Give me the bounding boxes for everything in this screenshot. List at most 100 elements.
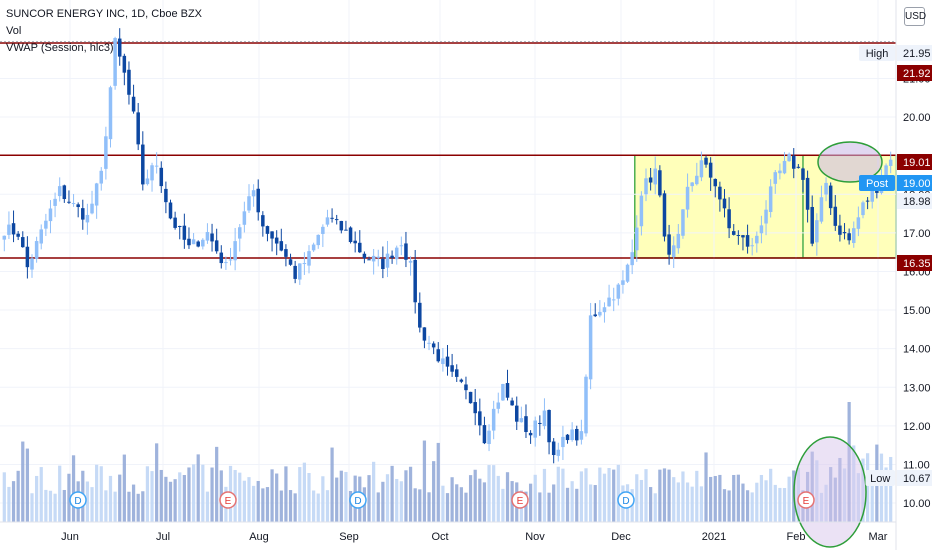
volume-bar (404, 470, 408, 522)
volume-bar (865, 453, 870, 522)
price-tag-value: 21.92 (903, 68, 931, 80)
volume-bar (501, 488, 505, 522)
y-tick-label: 17.00 (903, 228, 931, 240)
candle (233, 241, 237, 261)
volume-bar (695, 470, 699, 522)
volume-bar (879, 453, 884, 522)
volume-bar (644, 469, 648, 522)
price-tag (897, 470, 932, 486)
volume-bar (44, 489, 48, 522)
volume-bar (658, 469, 662, 522)
candle (487, 430, 491, 444)
candle (251, 190, 256, 197)
volume-bar (251, 485, 256, 522)
candle (408, 260, 413, 263)
candle (727, 209, 731, 229)
volume-bar (736, 474, 740, 522)
volume-bar (616, 464, 620, 522)
event-letter: D (354, 496, 361, 507)
candle (755, 235, 759, 244)
volume-bar (441, 485, 445, 522)
candle (445, 356, 450, 367)
volume-bar (672, 477, 676, 522)
candle (593, 314, 597, 317)
volume-bar (468, 475, 473, 522)
candle (145, 178, 150, 185)
candle (214, 240, 219, 252)
candle (611, 299, 616, 301)
volume-bar (247, 477, 251, 522)
candle (293, 265, 297, 279)
volume-bar (436, 442, 440, 522)
candle (44, 220, 48, 229)
candle (265, 226, 270, 234)
volume-bar (344, 471, 348, 522)
candle (454, 369, 459, 377)
dividend-icon (617, 491, 635, 509)
volume-bar (432, 461, 436, 522)
candle (699, 160, 704, 178)
candle (861, 202, 865, 216)
volume-bar (376, 492, 380, 522)
volume-bar (593, 485, 597, 522)
volume-bar (136, 493, 140, 522)
candle (533, 420, 537, 438)
candle (773, 172, 778, 184)
candle (764, 209, 768, 224)
candle (888, 159, 893, 166)
volume-bar (85, 481, 90, 522)
candle (57, 186, 62, 197)
candle (519, 418, 524, 423)
x-tick-label: Jun (61, 531, 79, 543)
volume-bar (464, 492, 468, 522)
candle (431, 343, 436, 348)
candle (450, 365, 454, 372)
volume-bar (302, 462, 307, 522)
volume-bar (547, 492, 551, 522)
candle (362, 253, 367, 259)
candle (501, 384, 505, 401)
candle (353, 240, 357, 244)
candle (150, 165, 154, 181)
candle (330, 217, 334, 219)
volume-bar (552, 484, 556, 522)
candle (616, 284, 621, 299)
candle (671, 245, 676, 258)
x-tick-label: Oct (431, 531, 448, 543)
volume-bar (210, 467, 214, 522)
candle (884, 165, 888, 178)
candle (348, 227, 353, 243)
candle (334, 219, 339, 221)
volume-bar (238, 472, 242, 522)
candle (468, 391, 473, 404)
x-tick-label: 2021 (702, 531, 726, 543)
candle (85, 214, 90, 223)
price-tag (897, 45, 932, 61)
candle (2, 235, 7, 240)
earnings-icon (511, 491, 529, 509)
candle (173, 217, 177, 228)
volume-bar (413, 488, 417, 522)
candle (741, 235, 745, 238)
volume-bar (270, 469, 274, 522)
candle (270, 231, 274, 239)
volume-bar (690, 486, 694, 522)
currency-button[interactable]: USD (904, 7, 926, 26)
volume-bar (182, 475, 186, 522)
candle (768, 186, 773, 212)
candle (815, 220, 819, 243)
candle (182, 225, 187, 240)
volume-bar (741, 483, 745, 522)
candle (575, 428, 579, 441)
volume-bar (298, 467, 302, 522)
candle (224, 262, 228, 264)
volume-bar (155, 443, 159, 522)
volume-bar (284, 466, 288, 522)
candle (274, 237, 279, 244)
candle (625, 264, 630, 282)
candle (367, 259, 371, 261)
candle (598, 311, 602, 316)
dividend-icon (349, 491, 367, 509)
candle (514, 405, 519, 422)
